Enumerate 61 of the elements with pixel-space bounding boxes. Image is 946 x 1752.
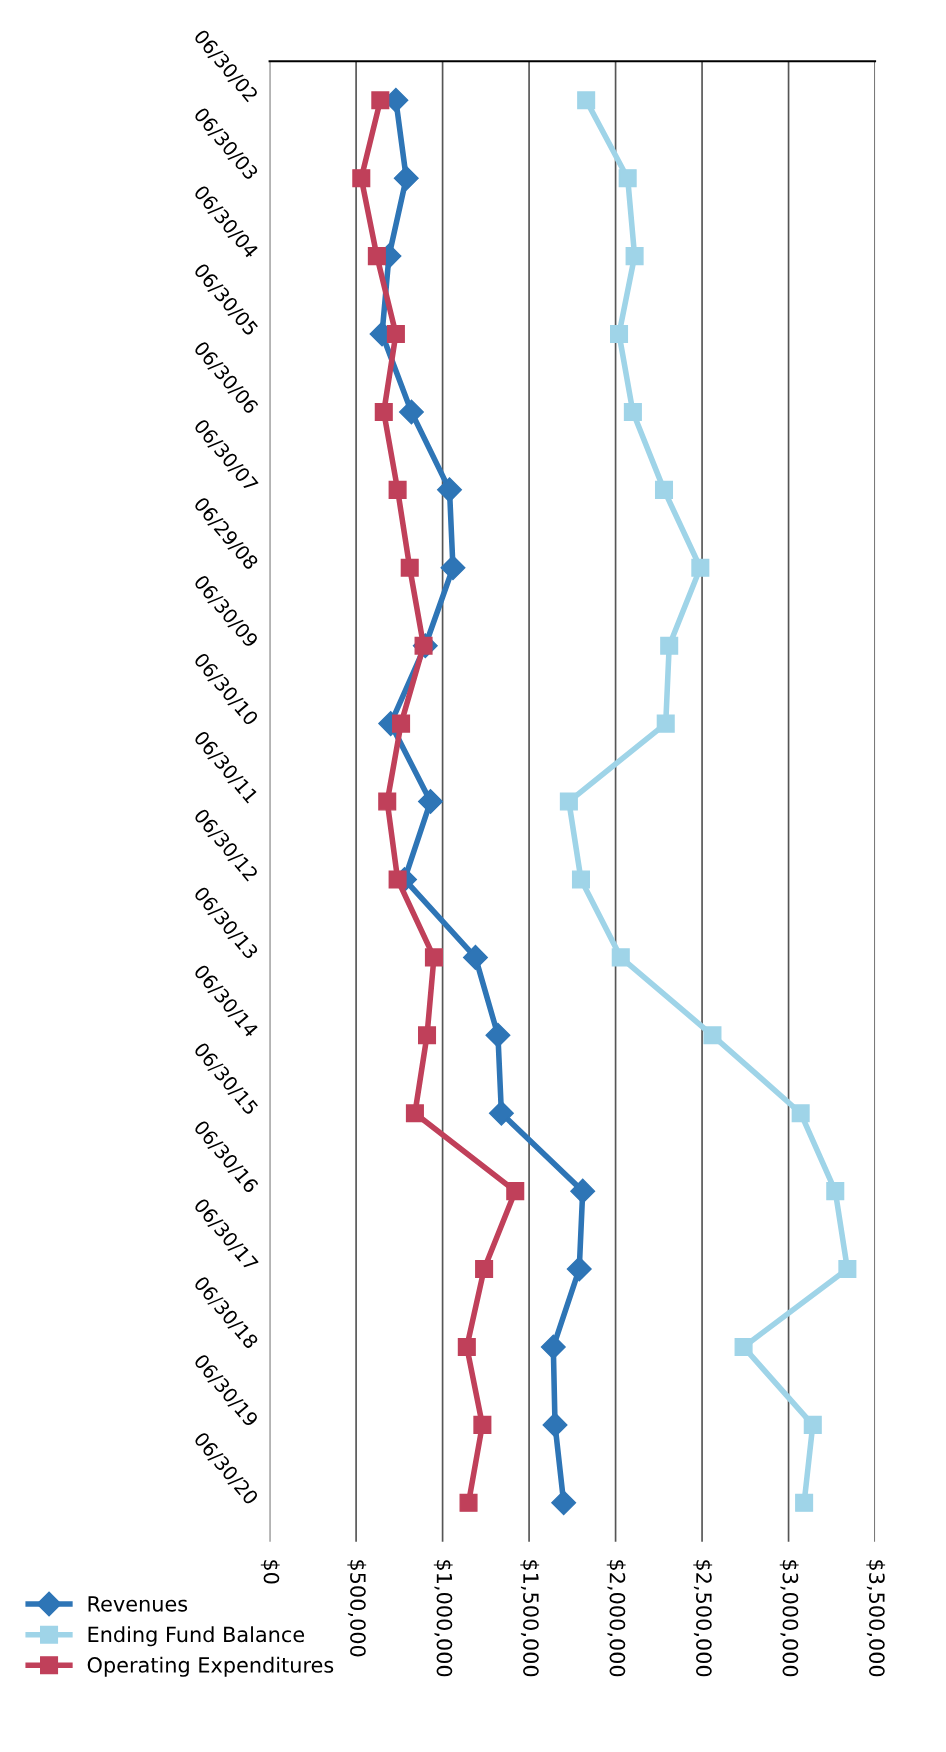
point bbox=[405, 1104, 424, 1123]
point bbox=[398, 399, 424, 425]
point bbox=[462, 944, 488, 970]
point bbox=[378, 792, 397, 811]
point bbox=[459, 1493, 478, 1512]
point bbox=[570, 1178, 596, 1204]
point bbox=[440, 555, 466, 581]
point bbox=[566, 1256, 592, 1282]
point bbox=[803, 1415, 822, 1434]
point bbox=[623, 402, 642, 421]
point bbox=[400, 558, 419, 577]
point bbox=[542, 1412, 568, 1438]
point bbox=[473, 1415, 492, 1434]
point bbox=[437, 477, 462, 503]
point bbox=[457, 1337, 476, 1356]
x-tick-label: $1,500,000 bbox=[520, 1560, 540, 1677]
point bbox=[371, 91, 390, 110]
point bbox=[838, 1260, 857, 1279]
point bbox=[791, 1104, 810, 1123]
point bbox=[703, 1026, 722, 1045]
point bbox=[795, 1493, 814, 1512]
point bbox=[488, 1100, 514, 1126]
point bbox=[418, 789, 443, 815]
x-tick-label: $1,000,000 bbox=[433, 1560, 453, 1677]
point bbox=[577, 91, 596, 110]
point bbox=[485, 1022, 511, 1048]
point bbox=[656, 714, 675, 733]
x-tick-label: $2,500,000 bbox=[693, 1560, 713, 1677]
point bbox=[388, 480, 407, 499]
legend-label: Ending Fund Balance bbox=[88, 1626, 305, 1647]
point bbox=[424, 948, 443, 967]
point bbox=[625, 247, 644, 266]
point bbox=[551, 1490, 577, 1516]
point bbox=[611, 948, 630, 967]
point bbox=[386, 325, 405, 344]
point bbox=[610, 325, 629, 344]
point bbox=[734, 1337, 753, 1356]
point bbox=[654, 480, 674, 499]
x-tick-label: $500,000 bbox=[347, 1560, 367, 1657]
x-tick-label: $3,500,000 bbox=[866, 1560, 886, 1677]
point bbox=[367, 247, 386, 266]
point bbox=[691, 558, 710, 577]
point bbox=[475, 1260, 494, 1279]
point bbox=[540, 1334, 566, 1360]
point bbox=[374, 402, 393, 421]
point bbox=[826, 1182, 845, 1201]
x-tick-label: $0 bbox=[260, 1560, 280, 1584]
point bbox=[392, 714, 411, 733]
point bbox=[506, 1182, 525, 1201]
point bbox=[660, 636, 679, 655]
point bbox=[388, 870, 407, 889]
legend-label: Operating Expenditures bbox=[87, 1656, 334, 1677]
point bbox=[417, 1026, 437, 1045]
x-tick-label: $3,000,000 bbox=[779, 1560, 799, 1677]
point bbox=[618, 169, 637, 188]
x-tick-label: $2,000,000 bbox=[606, 1560, 626, 1677]
point bbox=[571, 870, 591, 889]
point bbox=[559, 792, 578, 811]
legend-label: Revenues bbox=[88, 1596, 188, 1612]
point bbox=[393, 165, 419, 191]
point bbox=[352, 169, 371, 188]
